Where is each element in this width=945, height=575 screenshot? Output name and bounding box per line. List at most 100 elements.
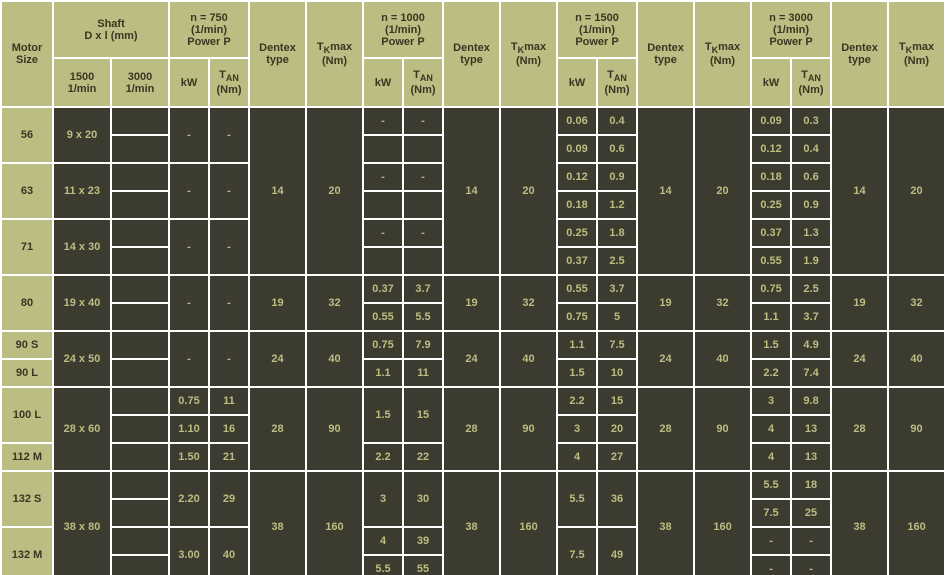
n3000-tan-56a: 0.3 (792, 108, 830, 134)
hdr-n1500: n = 1500(1/min)Power P (558, 2, 636, 57)
shaft3000-132mb (112, 556, 168, 575)
n1500-kw-132m: 7.5 (558, 528, 596, 575)
n750-tan-100a: 11 (210, 388, 248, 414)
n3000-tan-80a: 2.5 (792, 276, 830, 302)
tkmax-g80-d: 32 (889, 276, 944, 330)
shaft3000-90s (112, 332, 168, 358)
n1000-tan-56b (404, 136, 442, 162)
tkmax-g100-c: 90 (695, 388, 750, 470)
n1000-tan-100a: 15 (404, 388, 442, 442)
hdr-tan-4: TAN(Nm) (792, 59, 830, 106)
shaft1500-56: 9 x 20 (54, 108, 110, 162)
dentex-g132-b: 38 (444, 472, 499, 575)
hdr-kw-2: kW (364, 59, 402, 106)
n750-tan-71: - (210, 220, 248, 274)
n1000-kw-63a: - (364, 164, 402, 190)
n1000-kw-100a: 1.5 (364, 388, 402, 442)
n1000-kw-132s: 3 (364, 472, 402, 526)
hdr-tan-2: TAN(Nm) (404, 59, 442, 106)
row-90s: 90 S (2, 332, 52, 358)
n750-kw-112: 1.50 (170, 444, 208, 470)
n1500-tan-56b: 0.6 (598, 136, 636, 162)
n1000-tan-63b (404, 192, 442, 218)
hdr-kw-1: kW (170, 59, 208, 106)
n3000-kw-80a: 0.75 (752, 276, 790, 302)
n1500-kw-71b: 0.37 (558, 248, 596, 274)
n750-kw-71: - (170, 220, 208, 274)
shaft3000-71a (112, 220, 168, 246)
n750-kw-56: - (170, 108, 208, 162)
tkmax-g132-d: 160 (889, 472, 944, 575)
n3000-kw-63a: 0.18 (752, 164, 790, 190)
n3000-kw-63b: 0.25 (752, 192, 790, 218)
n1000-tan-71a: - (404, 220, 442, 246)
tkmax-g1-d: 20 (889, 108, 944, 274)
n3000-kw-56b: 0.12 (752, 136, 790, 162)
n1000-kw-80a: 0.37 (364, 276, 402, 302)
n750-kw-80: - (170, 276, 208, 330)
n1500-tan-63b: 1.2 (598, 192, 636, 218)
hdr-shaft-3000: 30001/min (112, 59, 168, 106)
dentex-g1-d: 14 (832, 108, 887, 274)
n1000-kw-71a: - (364, 220, 402, 246)
dentex-g100-d: 28 (832, 388, 887, 470)
tkmax-g90-b: 40 (501, 332, 556, 386)
n3000-kw-112: 4 (752, 444, 790, 470)
shaft1500-63: 11 x 23 (54, 164, 110, 218)
n1500-tan-100b: 20 (598, 416, 636, 442)
n1500-tan-71b: 2.5 (598, 248, 636, 274)
hdr-n3000: n = 3000(1/min)Power P (752, 2, 830, 57)
n1500-tan-80b: 5 (598, 304, 636, 330)
n750-kw-100b: 1.10 (170, 416, 208, 442)
n1000-tan-56a: - (404, 108, 442, 134)
n1000-tan-63a: - (404, 164, 442, 190)
n1500-tan-132m: 49 (598, 528, 636, 575)
dentex-g100-a: 28 (250, 388, 305, 470)
tkmax-g1-b: 20 (501, 108, 556, 274)
n3000-kw-132sa: 5.5 (752, 472, 790, 498)
tkmax-g80-a: 32 (307, 276, 362, 330)
n1500-kw-100a: 2.2 (558, 388, 596, 414)
tkmax-g132-b: 160 (501, 472, 556, 575)
n1500-tan-63a: 0.9 (598, 164, 636, 190)
shaft3000-56a (112, 108, 168, 134)
n3000-tan-132mb: - (792, 556, 830, 575)
n1500-kw-71a: 0.25 (558, 220, 596, 246)
dentex-g90-b: 24 (444, 332, 499, 386)
hdr-tkmax-3: TKmax(Nm) (695, 2, 750, 106)
n3000-kw-132mb: - (752, 556, 790, 575)
n750-kw-63: - (170, 164, 208, 218)
n1000-kw-132mb: 5.5 (364, 556, 402, 575)
n750-tan-80: - (210, 276, 248, 330)
n1500-kw-56b: 0.09 (558, 136, 596, 162)
shaft3000-132sb (112, 500, 168, 526)
n3000-tan-63b: 0.9 (792, 192, 830, 218)
shaft3000-63a (112, 164, 168, 190)
n750-tan-56: - (210, 108, 248, 162)
shaft3000-132ma (112, 528, 168, 554)
tkmax-g80-c: 32 (695, 276, 750, 330)
dentex-g90-c: 24 (638, 332, 693, 386)
row-63: 63 (2, 164, 52, 218)
tkmax-g132-a: 160 (307, 472, 362, 575)
n1500-kw-100b: 3 (558, 416, 596, 442)
shaft3000-132sa (112, 472, 168, 498)
n1000-kw-90l: 1.1 (364, 360, 402, 386)
shaft1500-132: 38 x 80 (54, 472, 110, 575)
tkmax-g1-c: 20 (695, 108, 750, 274)
hdr-shaft-1500: 15001/min (54, 59, 110, 106)
n3000-tan-71a: 1.3 (792, 220, 830, 246)
n3000-tan-71b: 1.9 (792, 248, 830, 274)
n3000-tan-90l: 7.4 (792, 360, 830, 386)
shaft1500-100: 28 x 60 (54, 388, 110, 470)
n1500-tan-90l: 10 (598, 360, 636, 386)
n1000-tan-112: 22 (404, 444, 442, 470)
n3000-kw-132ma: - (752, 528, 790, 554)
n3000-kw-100b: 4 (752, 416, 790, 442)
n1500-kw-132s: 5.5 (558, 472, 596, 526)
n3000-tan-63a: 0.6 (792, 164, 830, 190)
shaft3000-100a (112, 388, 168, 414)
dentex-g1-a: 14 (250, 108, 305, 274)
n1500-kw-80b: 0.75 (558, 304, 596, 330)
n750-kw-90: - (170, 332, 208, 386)
